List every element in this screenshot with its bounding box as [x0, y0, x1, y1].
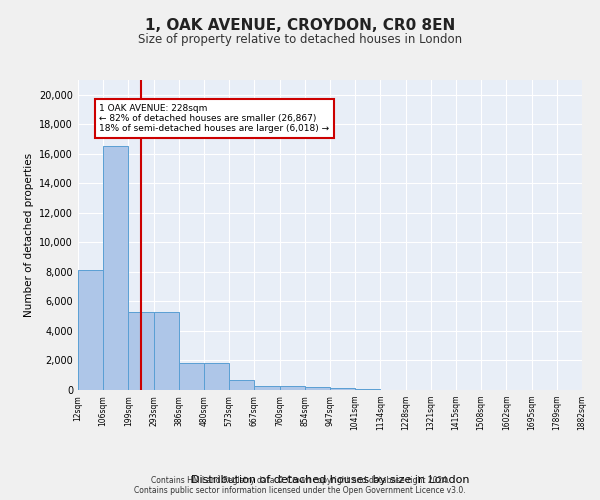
Y-axis label: Number of detached properties: Number of detached properties: [24, 153, 34, 317]
Text: 1, OAK AVENUE, CROYDON, CR0 8EN: 1, OAK AVENUE, CROYDON, CR0 8EN: [145, 18, 455, 32]
Bar: [103, 146, 128, 390]
X-axis label: Distribution of detached houses by size in London: Distribution of detached houses by size …: [191, 475, 469, 485]
Text: 1 OAK AVENUE: 228sqm
← 82% of detached houses are smaller (26,867)
18% of semi-d: 1 OAK AVENUE: 228sqm ← 82% of detached h…: [100, 104, 329, 134]
Bar: [154, 312, 179, 390]
Bar: [229, 380, 254, 390]
Bar: [179, 362, 204, 390]
Bar: [280, 386, 305, 390]
Text: Contains HM Land Registry data © Crown copyright and database right 2024.
Contai: Contains HM Land Registry data © Crown c…: [134, 476, 466, 495]
Text: Size of property relative to detached houses in London: Size of property relative to detached ho…: [138, 32, 462, 46]
Bar: [355, 388, 380, 390]
Bar: [330, 388, 355, 390]
Bar: [305, 387, 330, 390]
Bar: [204, 362, 229, 390]
Bar: [78, 270, 103, 390]
Bar: [128, 312, 154, 390]
Bar: [254, 386, 280, 390]
